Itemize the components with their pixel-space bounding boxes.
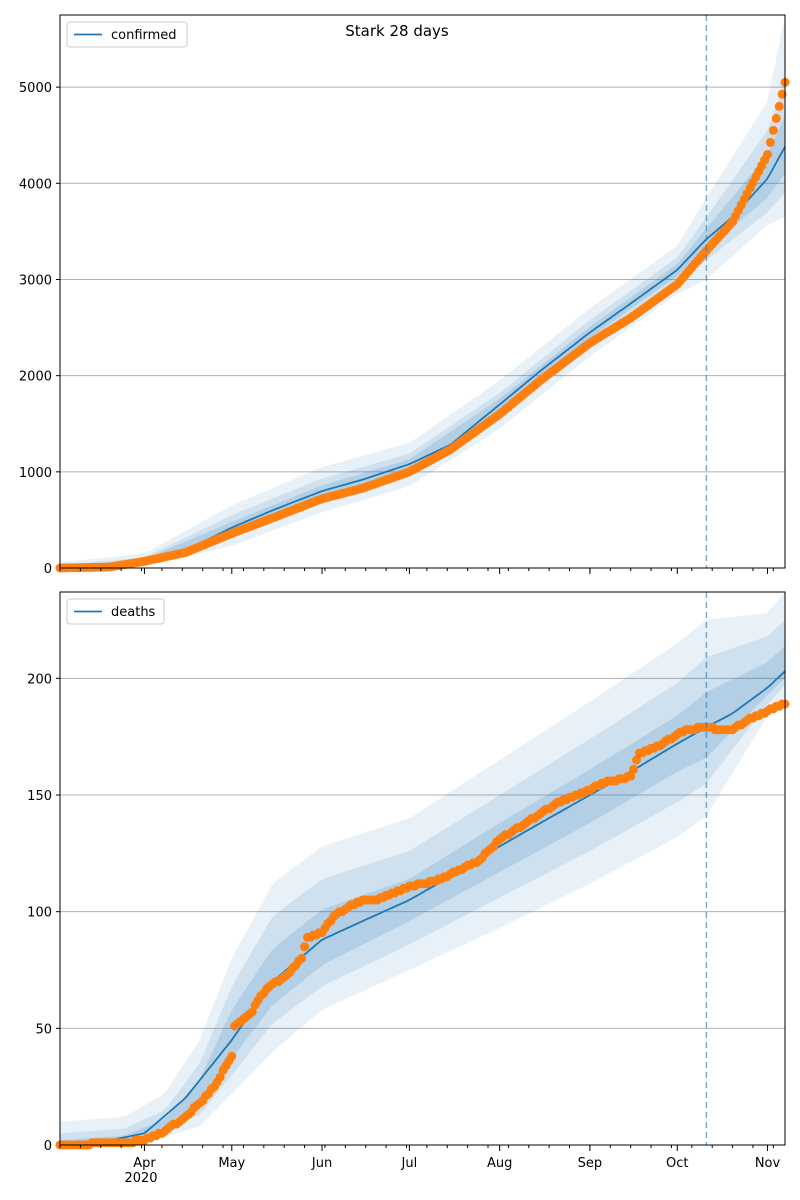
observed-point: [247, 1007, 257, 1017]
observed-point: [768, 125, 778, 135]
confirmed-panel: 0 1000 2000 3000 4000 5000 confirmed: [19, 14, 790, 577]
band-outer: [60, 15, 785, 568]
observed-point: [300, 942, 310, 952]
y-tick-label: 3000: [19, 273, 52, 288]
x-tick-label: Oct: [666, 1156, 688, 1171]
observed-point: [215, 1072, 225, 1082]
y-tick-label: 150: [27, 789, 52, 804]
observed-point: [626, 771, 636, 781]
y-tick-label: 200: [27, 672, 52, 687]
chart-title: Stark 28 days: [345, 22, 449, 40]
band-outer: [60, 592, 785, 1145]
observed-point: [765, 137, 775, 147]
x-tick-label: Jul: [401, 1156, 418, 1171]
observed-point: [227, 1051, 237, 1061]
axes-frame: [59, 14, 786, 569]
x-tick-label: Apr: [133, 1156, 156, 1171]
observed-point: [777, 89, 787, 99]
y-tick-label: 0: [44, 562, 52, 577]
model-line-deaths: [59, 670, 786, 1144]
x-tick-label: Nov: [755, 1156, 781, 1171]
y-tick-label: 1000: [19, 466, 52, 481]
observed-point: [774, 101, 784, 111]
x-tick-label: Sep: [578, 1156, 603, 1171]
axes-frame: [59, 591, 786, 1146]
y-tick-label: 50: [35, 1022, 52, 1037]
model-line-confirmed: [59, 146, 786, 569]
x-tick-label: May: [218, 1156, 245, 1171]
x-tick-label: Aug: [487, 1156, 512, 1171]
y-tick-label: 2000: [19, 370, 52, 385]
x-tick-label: Jun: [311, 1156, 332, 1171]
band-middle: [60, 82, 785, 569]
observed-point: [771, 113, 781, 123]
observed-point: [297, 953, 307, 963]
observed-point: [629, 764, 639, 774]
y-tick-label: 5000: [19, 81, 52, 96]
observed-point: [763, 150, 772, 159]
y-tick-label: 100: [27, 906, 52, 921]
legend-label: confirmed: [111, 28, 177, 43]
y-tick-label: 0: [44, 1139, 52, 1154]
legend-label: deaths: [111, 605, 156, 620]
legend-box: [66, 598, 165, 625]
observed-point: [632, 755, 641, 765]
band-inner: [60, 645, 785, 1145]
legend-box: [66, 21, 188, 48]
x-year-label: 2020: [124, 1171, 157, 1186]
y-tick-label: 4000: [19, 177, 52, 192]
deaths-panel: 0 50 100 150 200 Apr May Jun Jul Aug Sep Oct Nov deat…: [27, 591, 790, 1171]
